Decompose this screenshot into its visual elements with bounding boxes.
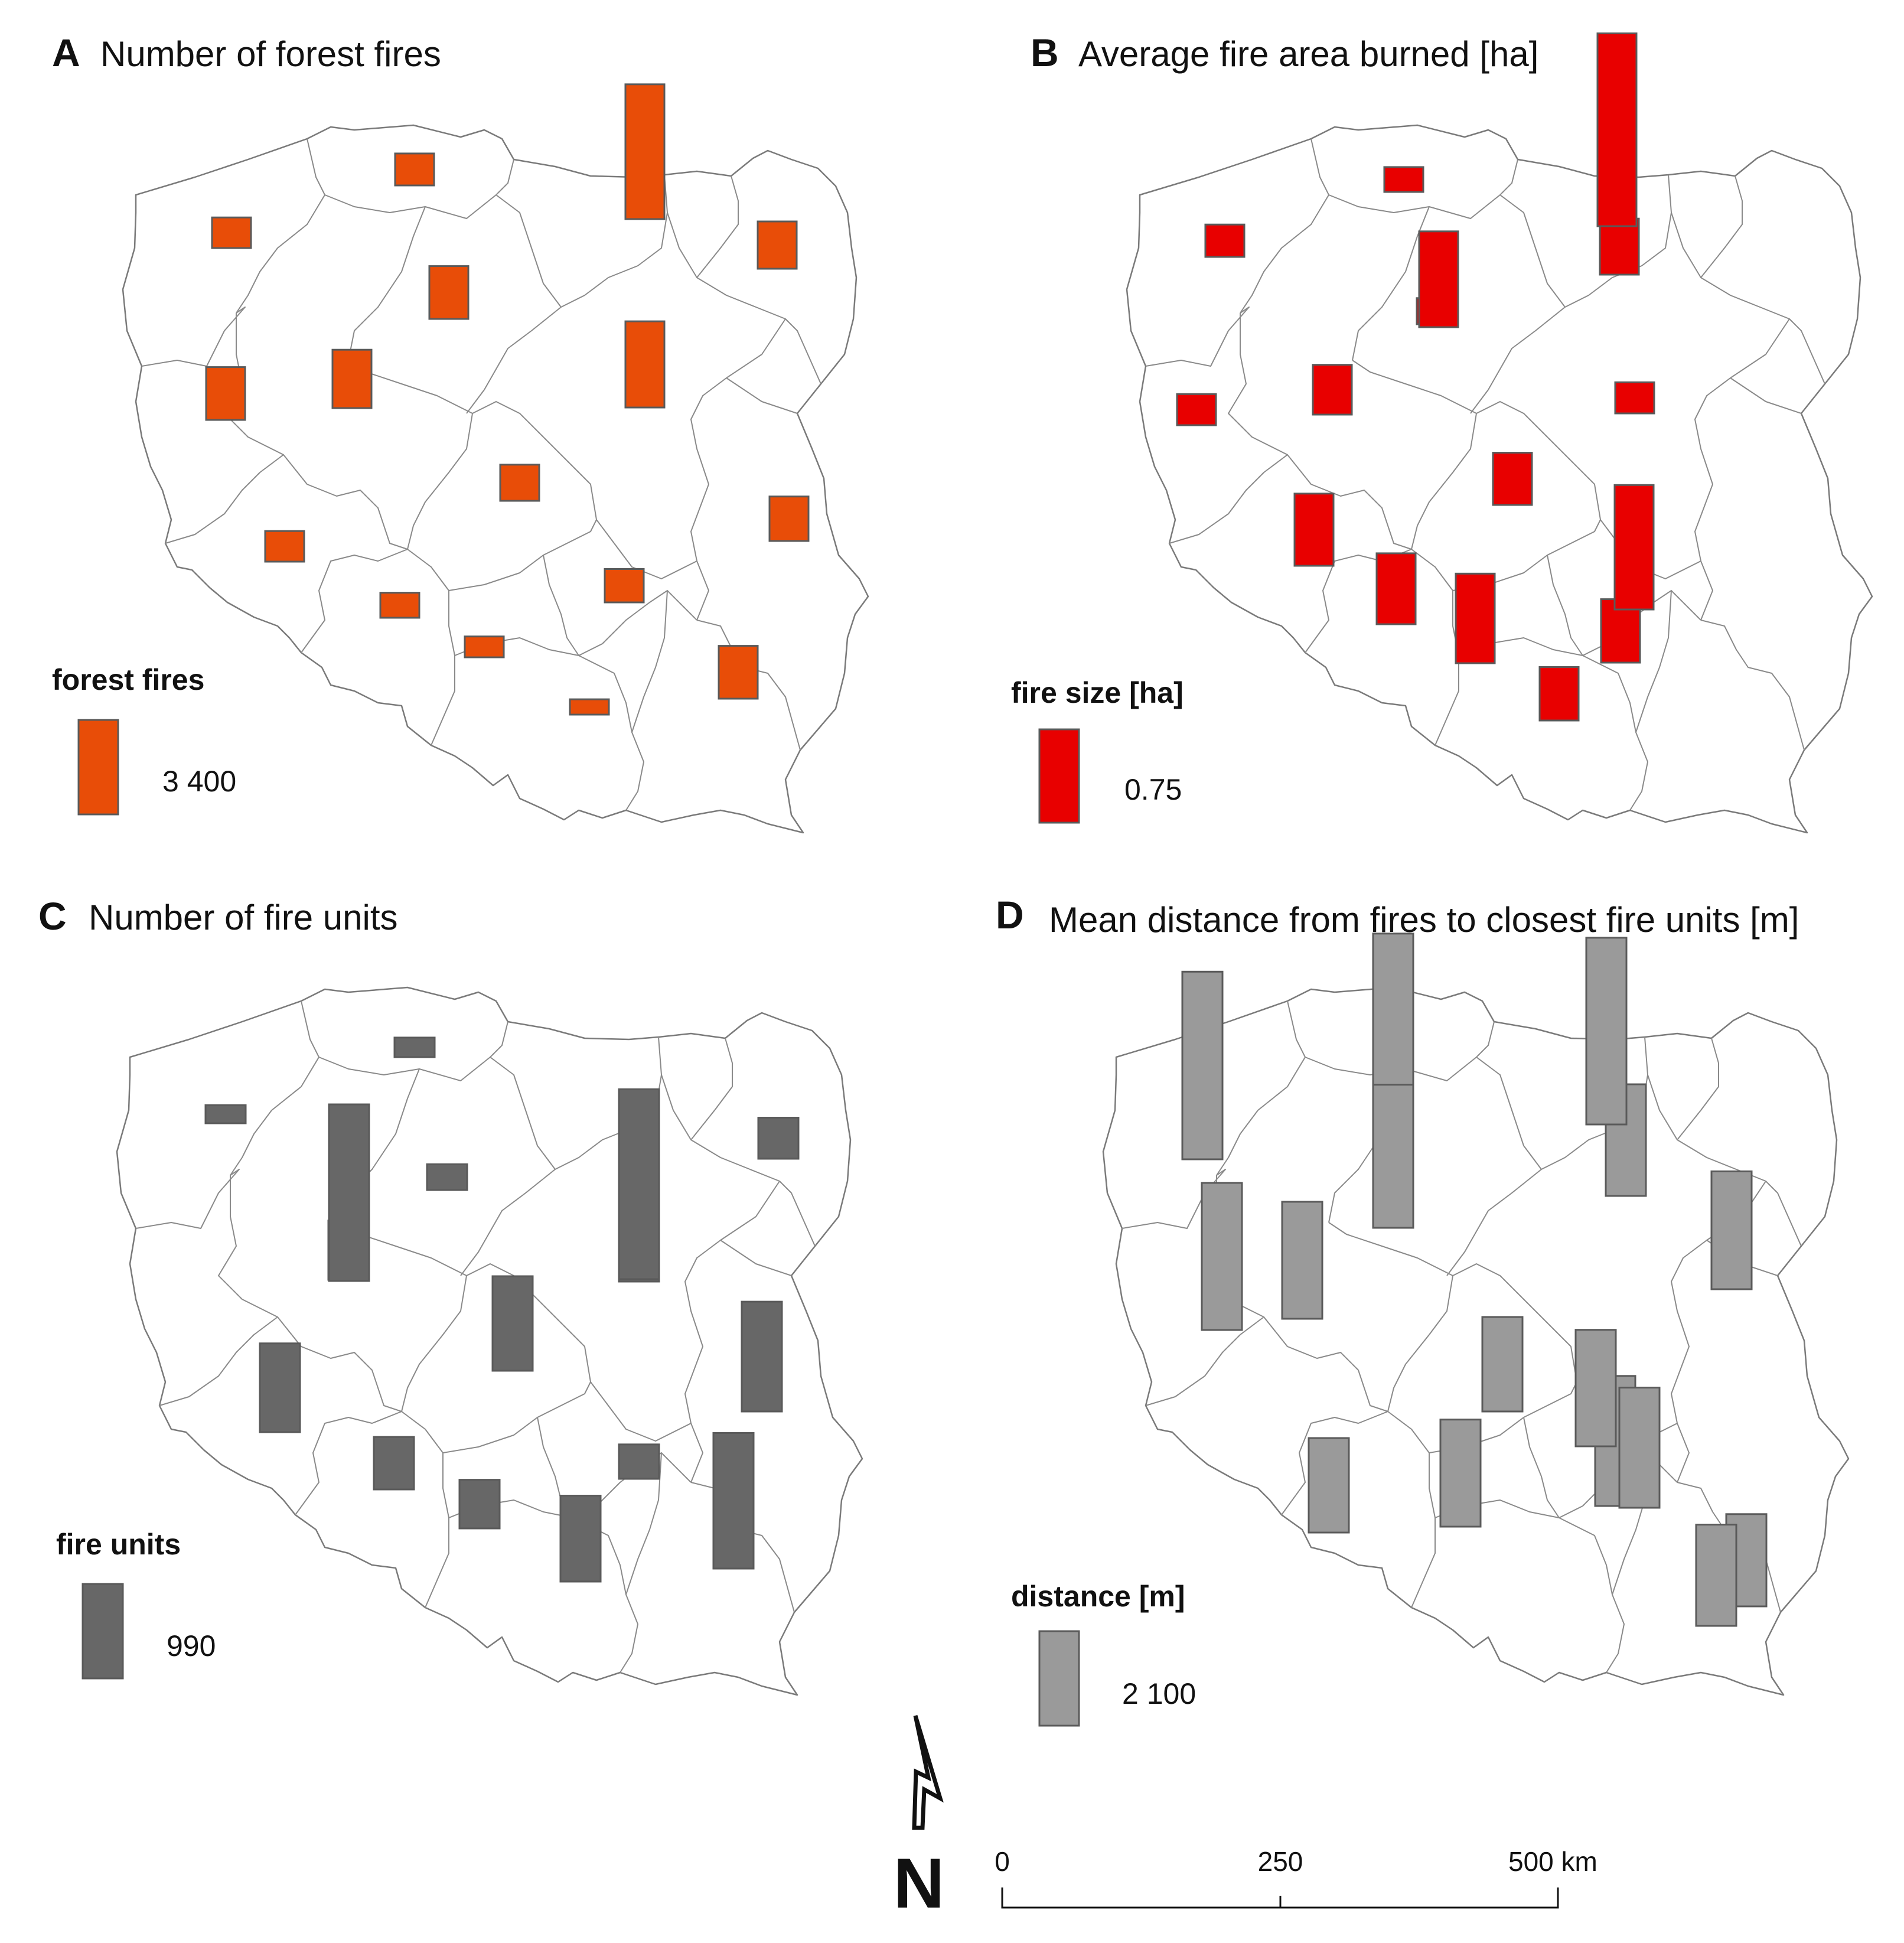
panel-d: D Mean distance from fires to closest fi… xyxy=(996,893,1850,1727)
panel-b-bar-5 xyxy=(1293,493,1335,567)
panel-a-bar-11 xyxy=(379,592,420,619)
panel-d-legend-title: distance [m] xyxy=(1011,1580,1185,1613)
panel-d-bar-11 xyxy=(1710,1170,1753,1290)
panel-c-bar-5 xyxy=(328,1103,370,1282)
panel-b-bar-16 xyxy=(1596,32,1638,227)
panel-b-bar-3 xyxy=(1176,393,1217,426)
panel-d-letter: D xyxy=(996,893,1024,937)
panel-a-legend-symbol xyxy=(77,719,119,816)
panel-a: A Number of forest fires forest fires 3 … xyxy=(52,31,869,834)
panel-b: B Average fire area burned [ha] fire siz… xyxy=(1011,31,1873,834)
panel-c-legend-value: 990 xyxy=(167,1629,216,1662)
panel-b-legend-title: fire size [ha] xyxy=(1011,676,1184,709)
panel-c-legend-title: fire units xyxy=(56,1528,181,1561)
panel-c-bar-4 xyxy=(426,1163,468,1191)
panel-c-bar-7 xyxy=(259,1342,301,1433)
panel-d-title: Mean distance from fires to closest fire… xyxy=(1049,900,1799,940)
panel-a-title: Number of forest fires xyxy=(100,34,441,74)
panel-d-legend-symbol xyxy=(1038,1630,1080,1727)
panel-c-bar-16 xyxy=(618,1088,660,1280)
panel-c-legend-symbol xyxy=(81,1583,124,1680)
panel-a-bar-5 xyxy=(624,320,666,409)
panel-d-bar-14 xyxy=(1574,1329,1617,1448)
panel-a-bar-16 xyxy=(624,83,666,220)
panel-b-title: Average fire area burned [ha] xyxy=(1078,34,1538,74)
panel-c-bar-11 xyxy=(373,1436,415,1491)
panel-b-bar-2 xyxy=(1383,166,1424,193)
panel-c: C Number of fire units fire units 990 xyxy=(38,894,863,1696)
panel-c-bar-1 xyxy=(204,1104,247,1124)
panel-b-bars xyxy=(1176,32,1655,722)
panel-b-bar-6 xyxy=(1614,381,1655,415)
panel-a-bar-2 xyxy=(394,152,435,187)
panel-b-bar-14 xyxy=(1538,666,1580,722)
panel-c-bar-13 xyxy=(559,1495,602,1583)
panel-d-bar-2 xyxy=(1372,933,1414,1093)
panel-b-bar-7 xyxy=(1312,364,1353,416)
panel-a-legend-title: forest fires xyxy=(52,663,204,696)
panel-d-bar-5 xyxy=(1372,1084,1414,1229)
panel-a-bar-9 xyxy=(264,530,305,563)
scale-label-0: 0 xyxy=(995,1846,1010,1877)
panel-d-bar-13 xyxy=(1618,1387,1661,1509)
panel-d-bar-1 xyxy=(1181,970,1224,1160)
panel-b-bar-1 xyxy=(1204,223,1246,258)
panel-a-bar-4 xyxy=(428,265,470,320)
panel-a-bar-12 xyxy=(464,635,505,658)
panel-a-bar-8 xyxy=(499,464,540,502)
north-arrow-label: N xyxy=(894,1844,945,1923)
panel-a-legend-value: 3 400 xyxy=(162,765,236,798)
panel-b-bar-9 xyxy=(1492,452,1533,506)
scale-label-500: 500 km xyxy=(1508,1846,1597,1877)
panel-a-bar-3 xyxy=(205,366,246,421)
panel-c-letter: C xyxy=(38,894,67,938)
panel-d-bar-4 xyxy=(1281,1201,1323,1320)
panel-a-bar-6 xyxy=(757,220,798,270)
panel-c-bar-14 xyxy=(741,1300,783,1413)
panel-b-bar-13 xyxy=(1613,484,1655,611)
panel-a-bar-14 xyxy=(718,645,759,700)
panel-d-bar-16 xyxy=(1585,937,1628,1126)
panel-c-bar-8 xyxy=(491,1275,534,1372)
scale-label-250: 250 xyxy=(1258,1846,1303,1877)
panel-a-bar-15 xyxy=(569,698,610,716)
panel-c-bar-12 xyxy=(458,1479,501,1530)
panel-c-bar-15 xyxy=(712,1432,755,1570)
panel-a-bar-13 xyxy=(604,568,645,604)
panel-d-bar-3 xyxy=(1201,1182,1243,1331)
panel-a-bar-10 xyxy=(768,495,810,542)
panel-b-bar-12 xyxy=(1455,572,1496,664)
panel-b-bar-15 xyxy=(1418,230,1459,328)
panel-d-bar-15 xyxy=(1695,1524,1737,1627)
north-arrow-icon xyxy=(912,1714,944,1830)
panel-a-bar-7 xyxy=(331,348,373,409)
scale-bar: 0 250 500 km xyxy=(995,1846,1597,1909)
panel-c-bar-10 xyxy=(618,1443,660,1480)
panel-d-bars xyxy=(1181,933,1768,1627)
panel-a-bar-1 xyxy=(211,216,252,249)
north-arrow: N xyxy=(894,1714,945,1923)
panel-d-legend-value: 2 100 xyxy=(1122,1677,1196,1710)
panel-c-bar-2 xyxy=(393,1036,436,1058)
panel-b-legend-symbol xyxy=(1038,728,1080,824)
panel-b-bar-11 xyxy=(1375,552,1417,625)
panel-b-legend-value: 0.75 xyxy=(1124,773,1182,806)
panel-a-bars xyxy=(205,83,810,716)
panel-c-title: Number of fire units xyxy=(89,898,398,937)
panel-c-bar-6 xyxy=(757,1117,800,1160)
panel-b-letter: B xyxy=(1031,31,1059,74)
panel-d-bar-8 xyxy=(1481,1316,1524,1413)
panel-c-bars xyxy=(204,1036,800,1583)
panel-d-bar-7 xyxy=(1308,1437,1350,1534)
panel-d-bar-9 xyxy=(1439,1419,1482,1528)
panel-a-letter: A xyxy=(52,31,80,74)
